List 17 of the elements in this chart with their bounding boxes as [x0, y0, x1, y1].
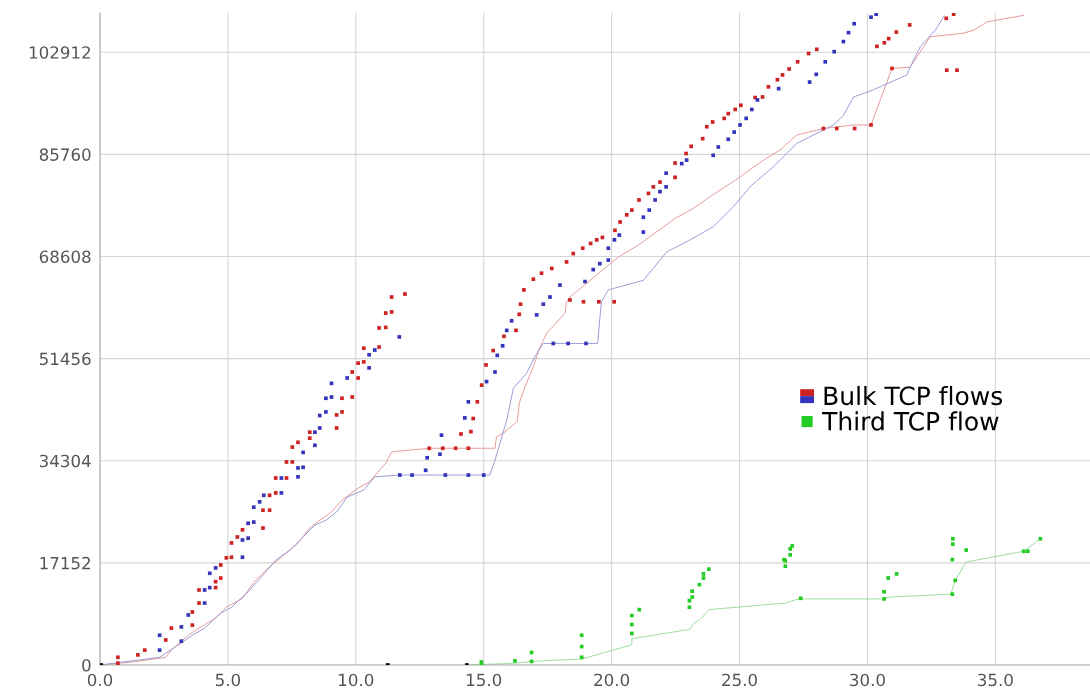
y-tick-label: 85760 — [39, 148, 91, 161]
x-tick-label: 25.0 — [722, 673, 757, 687]
x-tick-label: 20.0 — [594, 673, 630, 687]
y-tick-label: 0 — [82, 658, 91, 672]
x-tick-label: 0.0 — [87, 673, 113, 687]
y-tick-label: 17152 — [40, 556, 90, 570]
y-tick-label: 51456 — [39, 352, 91, 366]
x-tick-label: 5.0 — [215, 673, 241, 687]
y-tick-label: 102912 — [29, 46, 90, 59]
y-tick-label: 68608 — [39, 250, 91, 264]
x-tick-label: 15.0 — [467, 673, 502, 687]
x-tick-label: 10.0 — [339, 673, 374, 687]
y-tick-label: 34304 — [39, 454, 91, 468]
x-tick-label: 30.0 — [850, 673, 885, 687]
legend-label: Third TCP flow — [822, 411, 999, 431]
legend-label: Bulk TCP flows — [824, 385, 1003, 406]
x-tick-label: 35.0 — [978, 673, 1013, 687]
